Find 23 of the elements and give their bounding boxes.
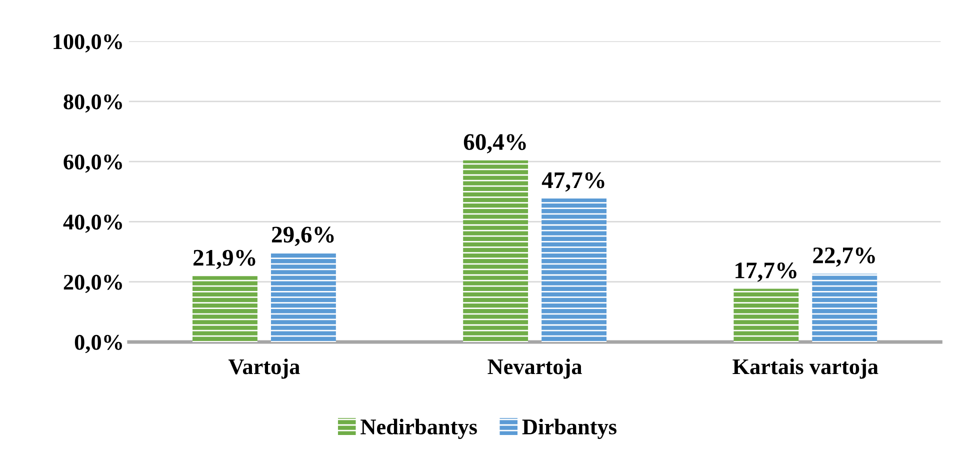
y-tick-label: 20,0% [64, 274, 122, 293]
x-tick-label: Kartais vartoja [732, 358, 878, 379]
y-tick-label: 100,0% [54, 34, 122, 52]
data-label: 17,7% [736, 262, 796, 282]
y-tick-label: 40,0% [63, 214, 122, 233]
bar [463, 160, 528, 342]
data-label: 47,7% [542, 172, 604, 192]
data-label: 60,4% [464, 134, 526, 154]
y-tick-label: 0,0% [74, 334, 122, 354]
x-tick-label: Nevartoja [488, 358, 582, 379]
bar [270, 252, 336, 342]
legend-label: Nedirbantys [360, 418, 477, 439]
y-tick-label: 60,0% [64, 154, 122, 173]
bar [734, 288, 799, 342]
data-label: 21,9% [194, 250, 256, 270]
bar [812, 274, 878, 342]
bar [192, 276, 258, 342]
legend-label: Dirbantys [522, 418, 616, 439]
data-label: 29,6% [272, 226, 334, 246]
data-label: 22,7% [813, 247, 875, 267]
bar [542, 198, 607, 342]
y-tick-label: 80,0% [64, 94, 122, 113]
x-tick-label: Vartoja [228, 358, 300, 379]
